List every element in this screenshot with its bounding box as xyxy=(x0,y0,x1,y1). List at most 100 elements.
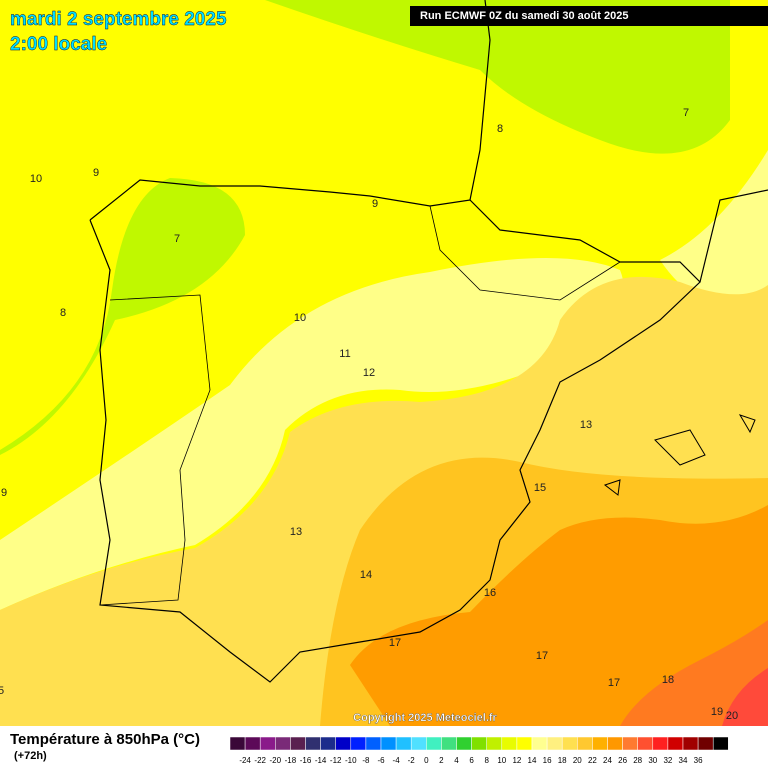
color-swatch xyxy=(577,736,593,751)
color-swatch xyxy=(682,736,699,751)
legend-lead: (+72h) xyxy=(14,750,47,762)
color-swatch xyxy=(365,736,382,751)
contour-label: 11 xyxy=(339,348,350,360)
zone-light-yellow xyxy=(0,257,624,610)
colorbar-label: 28 xyxy=(633,756,642,765)
title: mardi 2 septembre 2025 xyxy=(10,9,227,30)
contour-label: 9 xyxy=(372,198,378,210)
color-swatch xyxy=(426,736,442,751)
contour-label: 18 xyxy=(662,674,674,686)
legend-title: Température à 850hPa (°C) xyxy=(10,731,200,748)
colorbar-label: 36 xyxy=(694,756,703,765)
colorbar-label: -14 xyxy=(315,756,327,765)
color-swatch xyxy=(652,736,669,751)
colorbar-label: 6 xyxy=(469,756,474,765)
colorbar-label: 20 xyxy=(573,756,582,765)
color-swatch xyxy=(441,736,457,751)
color-swatch xyxy=(290,736,306,751)
contour-label: 17 xyxy=(608,677,620,689)
color-swatch xyxy=(531,736,548,751)
colorbar: -24 -22 -20 -18 -16 -14 -12 -10 -8 -6 -4 -2 0 2 4 6 8 10 1… xyxy=(229,736,729,765)
color-swatch xyxy=(395,736,412,751)
colorbar-label: 14 xyxy=(528,756,537,765)
colorbar-label: 10 xyxy=(497,756,506,765)
colorbar-label: -8 xyxy=(362,756,370,765)
contour-label: 7 xyxy=(683,107,689,119)
contour-label: 20 xyxy=(726,710,738,722)
color-swatch xyxy=(607,736,623,751)
colorbar-label: 24 xyxy=(603,756,612,765)
color-swatch xyxy=(350,736,367,751)
run-box xyxy=(410,6,768,26)
colorbar-label: -22 xyxy=(254,756,266,765)
colorbar-label: -18 xyxy=(285,756,297,765)
contour-label: 12 xyxy=(363,367,375,379)
border xyxy=(429,205,621,301)
colorbar-label: -4 xyxy=(393,756,401,765)
contour-label: 5 xyxy=(0,685,4,697)
contour-label: 7 xyxy=(174,233,180,245)
border xyxy=(99,294,211,606)
contour-label: 14 xyxy=(360,569,372,581)
contour-label: 15 xyxy=(534,482,546,494)
color-swatch xyxy=(486,736,503,751)
color-swatch xyxy=(546,736,563,751)
color-swatch xyxy=(275,736,291,751)
colorbar-label: 26 xyxy=(618,756,627,765)
contour-label: 13 xyxy=(290,526,302,538)
colorbar-label: 4 xyxy=(454,756,459,765)
map xyxy=(0,0,768,726)
contour-label: 9 xyxy=(93,167,99,179)
contour-label: 19 xyxy=(711,706,723,718)
color-swatch xyxy=(637,736,654,751)
color-swatch xyxy=(561,736,578,751)
color-swatch xyxy=(501,736,518,751)
zone-green xyxy=(0,178,245,455)
zone-light-yellow xyxy=(660,150,768,312)
coastline xyxy=(89,179,701,683)
zone-red-orange xyxy=(620,620,768,726)
contour-label: 16 xyxy=(484,587,496,599)
colorbar-label: -12 xyxy=(330,756,342,765)
color-swatch xyxy=(410,736,427,751)
color-swatch xyxy=(712,736,729,751)
colorbar-label: 22 xyxy=(588,756,597,765)
contour-label: 8 xyxy=(60,307,66,319)
contour-label: 17 xyxy=(389,637,401,649)
colorbar-label: -6 xyxy=(377,756,385,765)
colorbar-label: -2 xyxy=(408,756,416,765)
color-swatch xyxy=(229,736,246,751)
colorbar-label: 30 xyxy=(648,756,657,765)
zone-dark-orange xyxy=(350,505,768,726)
island xyxy=(603,414,756,496)
color-swatch xyxy=(622,736,638,751)
colorbar-label: 0 xyxy=(424,756,429,765)
color-swatch xyxy=(592,736,608,751)
zone-red xyxy=(722,668,768,726)
contour-labels: 10 9 7 8 9 8 7 10 11 12 13 15 13 14 16 17 17 17 18 19 20 9 5 xyxy=(0,107,738,722)
color-swatch xyxy=(516,736,533,751)
contour-label: 13 xyxy=(580,419,592,431)
color-swatch xyxy=(471,736,487,751)
colorbar-label: 8 xyxy=(484,756,489,765)
colorbar-label: -10 xyxy=(345,756,357,765)
colorbar-label: 16 xyxy=(543,756,552,765)
colorbar-label: -24 xyxy=(239,756,251,765)
colorbar-label: 12 xyxy=(512,756,521,765)
contour-label: 10 xyxy=(294,312,306,324)
copyright: Copyright 2025 Meteociel.fr xyxy=(353,712,497,724)
color-swatch xyxy=(380,736,397,751)
colorbar-label: 18 xyxy=(558,756,567,765)
colorbar-label: -20 xyxy=(270,756,282,765)
color-swatch xyxy=(259,736,276,751)
contour-label: 8 xyxy=(497,123,503,135)
colorbar-label: 32 xyxy=(663,756,672,765)
color-swatch xyxy=(244,736,261,751)
contour-label: 17 xyxy=(536,650,548,662)
color-swatch xyxy=(335,736,352,751)
color-swatch xyxy=(667,736,684,751)
color-swatch xyxy=(456,736,472,751)
color-swatch xyxy=(320,736,336,751)
contour-label: 9 xyxy=(1,487,7,499)
